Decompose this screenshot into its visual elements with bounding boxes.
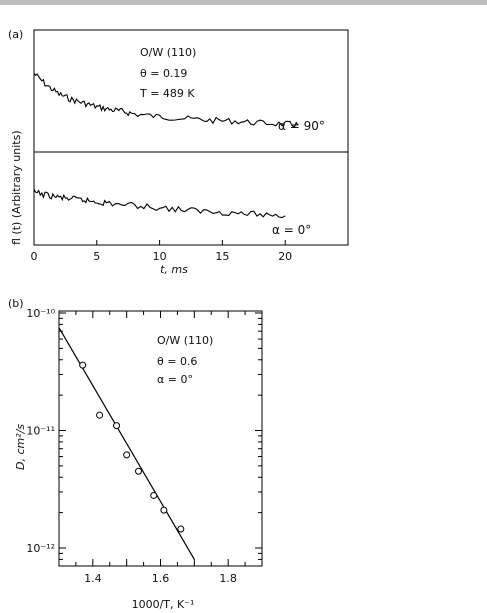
panel-b-annotation-angle: α = 0°	[157, 373, 193, 386]
panel-b-annotation-coverage: θ = 0.6	[157, 355, 197, 368]
series-line-alpha-90	[33, 73, 299, 128]
x-tick-label: 1.8	[219, 572, 237, 585]
panel-a-annotation-surface: O/W (110)	[140, 46, 196, 59]
data-point	[96, 411, 104, 419]
data-point	[150, 491, 158, 499]
data-point	[135, 467, 143, 475]
series-line-alpha-0	[33, 189, 286, 219]
top-border	[0, 0, 487, 5]
y-tick-label: 10⁻¹¹	[26, 425, 55, 438]
x-tick-label: 1.6	[152, 572, 170, 585]
panel-a-y-label: fl (t) (Arbitrary units)	[10, 130, 23, 245]
y-tick-label: 10⁻¹⁰	[26, 307, 55, 320]
y-tick-label: 10⁻¹²	[26, 542, 55, 555]
data-point	[160, 506, 168, 514]
panel-a-frame	[33, 29, 349, 246]
panel-b-y-ticks: 10⁻¹⁰ 10⁻¹¹ 10⁻¹²	[26, 307, 262, 560]
x-tick-label: 1.4	[84, 572, 102, 585]
panel-a-x-label: t, ms	[160, 263, 188, 276]
data-point	[177, 525, 185, 533]
x-tick-label: 0	[31, 250, 38, 263]
series-label-alpha-0: α = 0°	[272, 223, 311, 237]
data-point	[113, 422, 121, 430]
data-point	[123, 451, 131, 459]
x-tick-label: 20	[278, 250, 292, 263]
panel-a-label: (a)	[8, 28, 23, 41]
x-tick-label: 15	[215, 250, 229, 263]
data-points	[79, 361, 185, 533]
panel-a-x-ticks: 0 5 10 15 20	[31, 240, 292, 263]
panel-b-frame	[58, 310, 263, 567]
series-label-alpha-90: α = 90°	[278, 119, 325, 133]
x-tick-label: 10	[153, 250, 167, 263]
x-tick-label: 5	[93, 250, 100, 263]
panel-a-annotation-temperature: T = 489 K	[139, 87, 195, 100]
panel-b-y-label: D, cm²/s	[14, 424, 27, 470]
panel-b-x-label: 1000/T, K⁻¹	[132, 598, 195, 611]
data-point	[79, 361, 87, 369]
panel-b-label: (b)	[8, 297, 24, 310]
panel-b-annotation-surface: O/W (110)	[157, 334, 213, 347]
panel-a-annotation-coverage: θ = 0.19	[140, 67, 187, 80]
panel-b-x-ticks: 1.4 1.6 1.8	[58, 311, 263, 585]
